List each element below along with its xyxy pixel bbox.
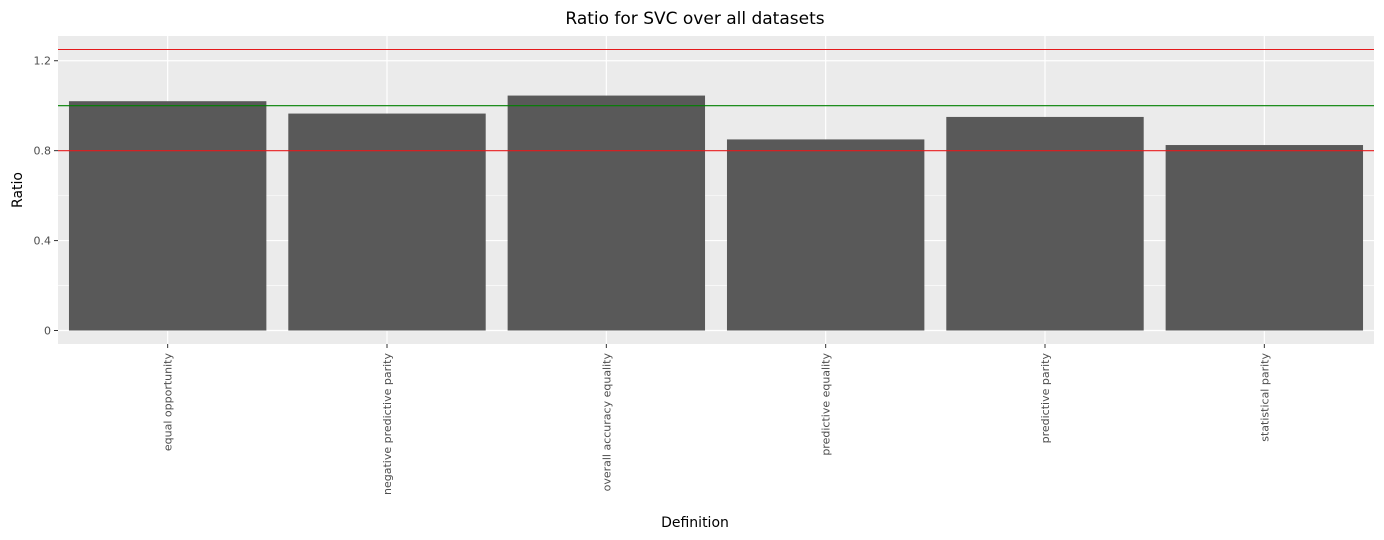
bars — [68, 95, 1364, 331]
x-tick-label: equal opportunity — [162, 353, 175, 452]
bar — [507, 95, 706, 331]
plot-panel — [58, 36, 1374, 344]
y-tick-label: 0.4 — [34, 235, 52, 248]
bar — [1165, 145, 1364, 331]
x-axis: equal opportunity negative predictive par… — [162, 344, 1271, 495]
x-tick-label: predictive equality — [820, 353, 833, 456]
y-axis-title: Ratio — [10, 172, 26, 208]
y-tick-label: 0 — [44, 325, 51, 338]
y-axis: 0 0.4 0.8 1.2 — [34, 55, 58, 338]
bar — [68, 101, 267, 331]
reference-lines — [58, 48, 1374, 152]
y-tick-label: 0.8 — [34, 145, 52, 158]
x-tick-label: statistical parity — [1258, 353, 1271, 442]
x-axis-title: Definition — [661, 515, 729, 531]
x-tick-label: negative predictive parity — [381, 353, 394, 495]
y-tick-label: 1.2 — [34, 55, 52, 68]
x-tick-label: predictive parity — [1039, 353, 1052, 444]
bar — [946, 116, 1144, 331]
x-tick-label: overall accuracy equality — [600, 353, 613, 492]
bar — [726, 139, 925, 331]
bar — [288, 113, 486, 331]
chart-title: Ratio for SVC over all datasets — [565, 9, 824, 29]
